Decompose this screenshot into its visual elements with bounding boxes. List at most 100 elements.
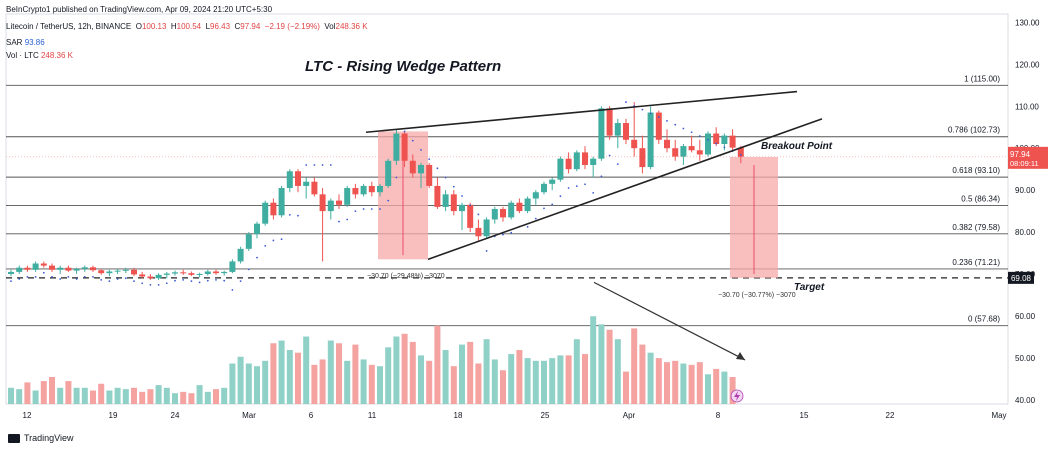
candle-body	[377, 185, 383, 193]
volume-bar	[262, 360, 269, 404]
volume-bar	[573, 339, 580, 404]
volume-bar	[368, 364, 375, 404]
candle-body	[434, 185, 441, 207]
candle-body	[590, 158, 597, 165]
sar-dot	[59, 278, 62, 280]
volume-bar	[122, 389, 129, 404]
candle-body	[532, 192, 539, 199]
candle-body	[631, 139, 638, 149]
sar-dot	[526, 225, 529, 228]
candle-body	[73, 268, 80, 271]
volume-bar	[90, 390, 96, 404]
volume-bar	[639, 344, 646, 404]
sar-dot	[543, 207, 545, 210]
sar-dot	[83, 276, 86, 278]
sar-dot	[387, 199, 390, 202]
volume-bar	[204, 391, 211, 404]
candle-body	[565, 158, 572, 170]
sar-dot	[657, 116, 660, 119]
candle-body	[229, 261, 236, 272]
volume-bar	[360, 359, 367, 404]
candle-body	[344, 188, 351, 205]
sar-dot	[584, 183, 586, 186]
candle-body	[147, 276, 154, 279]
sar-dot	[313, 164, 316, 166]
sar-dot	[428, 158, 431, 160]
candle-body	[705, 133, 711, 155]
sar-dot	[346, 218, 349, 221]
volume-bar	[664, 362, 670, 404]
sar-dot	[92, 276, 94, 278]
candle-body	[508, 202, 515, 218]
sar-value: 93.86	[24, 38, 45, 47]
volume-bar	[606, 329, 613, 404]
x-tick-label: 22	[886, 411, 895, 420]
fib-level-label: 0.236 (71.21)	[952, 258, 1000, 267]
sar-dot	[182, 278, 185, 281]
sar-dot	[149, 284, 152, 286]
volume-bar	[286, 350, 293, 404]
x-tick-label: Mar	[242, 411, 256, 420]
candle-body	[467, 204, 474, 228]
fib-level-label: 0.382 (79.58)	[952, 223, 1000, 232]
candle-body	[172, 272, 178, 274]
candle-body	[180, 272, 187, 274]
sar-dot	[215, 278, 217, 281]
candle-body	[303, 181, 310, 186]
sar-dot	[18, 278, 21, 280]
candle-countdown: 08:09:11	[1010, 159, 1039, 168]
candle-body	[57, 267, 64, 270]
tradingview-logo[interactable]: TradingView	[8, 433, 74, 444]
volume-bar	[16, 389, 23, 404]
candle-body	[623, 123, 629, 140]
sar-dot	[174, 279, 176, 282]
sar-dot	[723, 146, 726, 149]
candle-body	[713, 133, 720, 144]
plot-frame	[5, 13, 1009, 405]
volume-bar	[40, 381, 47, 404]
candle-body	[450, 194, 457, 212]
volume-bar	[614, 339, 621, 404]
candle-body	[49, 265, 55, 270]
volume-bar	[459, 344, 465, 404]
volume-bar	[336, 343, 342, 404]
volume-bar	[418, 355, 424, 404]
sar-indicator[interactable]: SAR 93.86	[6, 38, 45, 47]
volume-bar	[426, 360, 433, 404]
candle-body	[655, 112, 662, 140]
sar-dot	[67, 276, 70, 278]
projection-arrowhead	[736, 351, 745, 360]
candle-body	[385, 160, 392, 186]
sar-dot	[551, 203, 554, 206]
volume-bar	[696, 362, 703, 404]
sar-dot	[354, 210, 357, 212]
volume-bar	[57, 387, 64, 404]
sar-dot	[411, 139, 414, 142]
volume-bar	[73, 387, 80, 404]
volume-bar	[319, 359, 326, 404]
sar-dot	[395, 176, 398, 179]
volume-indicator[interactable]: Vol · LTC 248.36 K	[6, 51, 74, 60]
volume-bar	[196, 385, 203, 404]
y-tick-label: 60.00	[1015, 312, 1036, 321]
sar-dot	[608, 154, 611, 157]
volume-bar	[81, 387, 88, 404]
publisher-line: BeInCrypto1 published on TradingView.com…	[6, 5, 273, 14]
sar-dot	[452, 185, 455, 188]
sar-dot	[625, 101, 627, 103]
candle-body	[90, 267, 96, 271]
volume-bar	[557, 355, 564, 404]
candle-body	[8, 271, 14, 274]
sar-dot	[165, 282, 168, 285]
sar-dot	[256, 256, 258, 259]
volume-bar	[98, 383, 105, 404]
candle-body	[213, 271, 219, 274]
volume-bar	[147, 389, 154, 404]
projection-arrow-line	[593, 281, 746, 361]
volume-bar	[303, 336, 310, 404]
sar-dot	[116, 278, 119, 280]
volume-bar	[139, 391, 146, 404]
x-tick-label: 12	[23, 411, 32, 420]
sar-dot	[682, 127, 685, 130]
